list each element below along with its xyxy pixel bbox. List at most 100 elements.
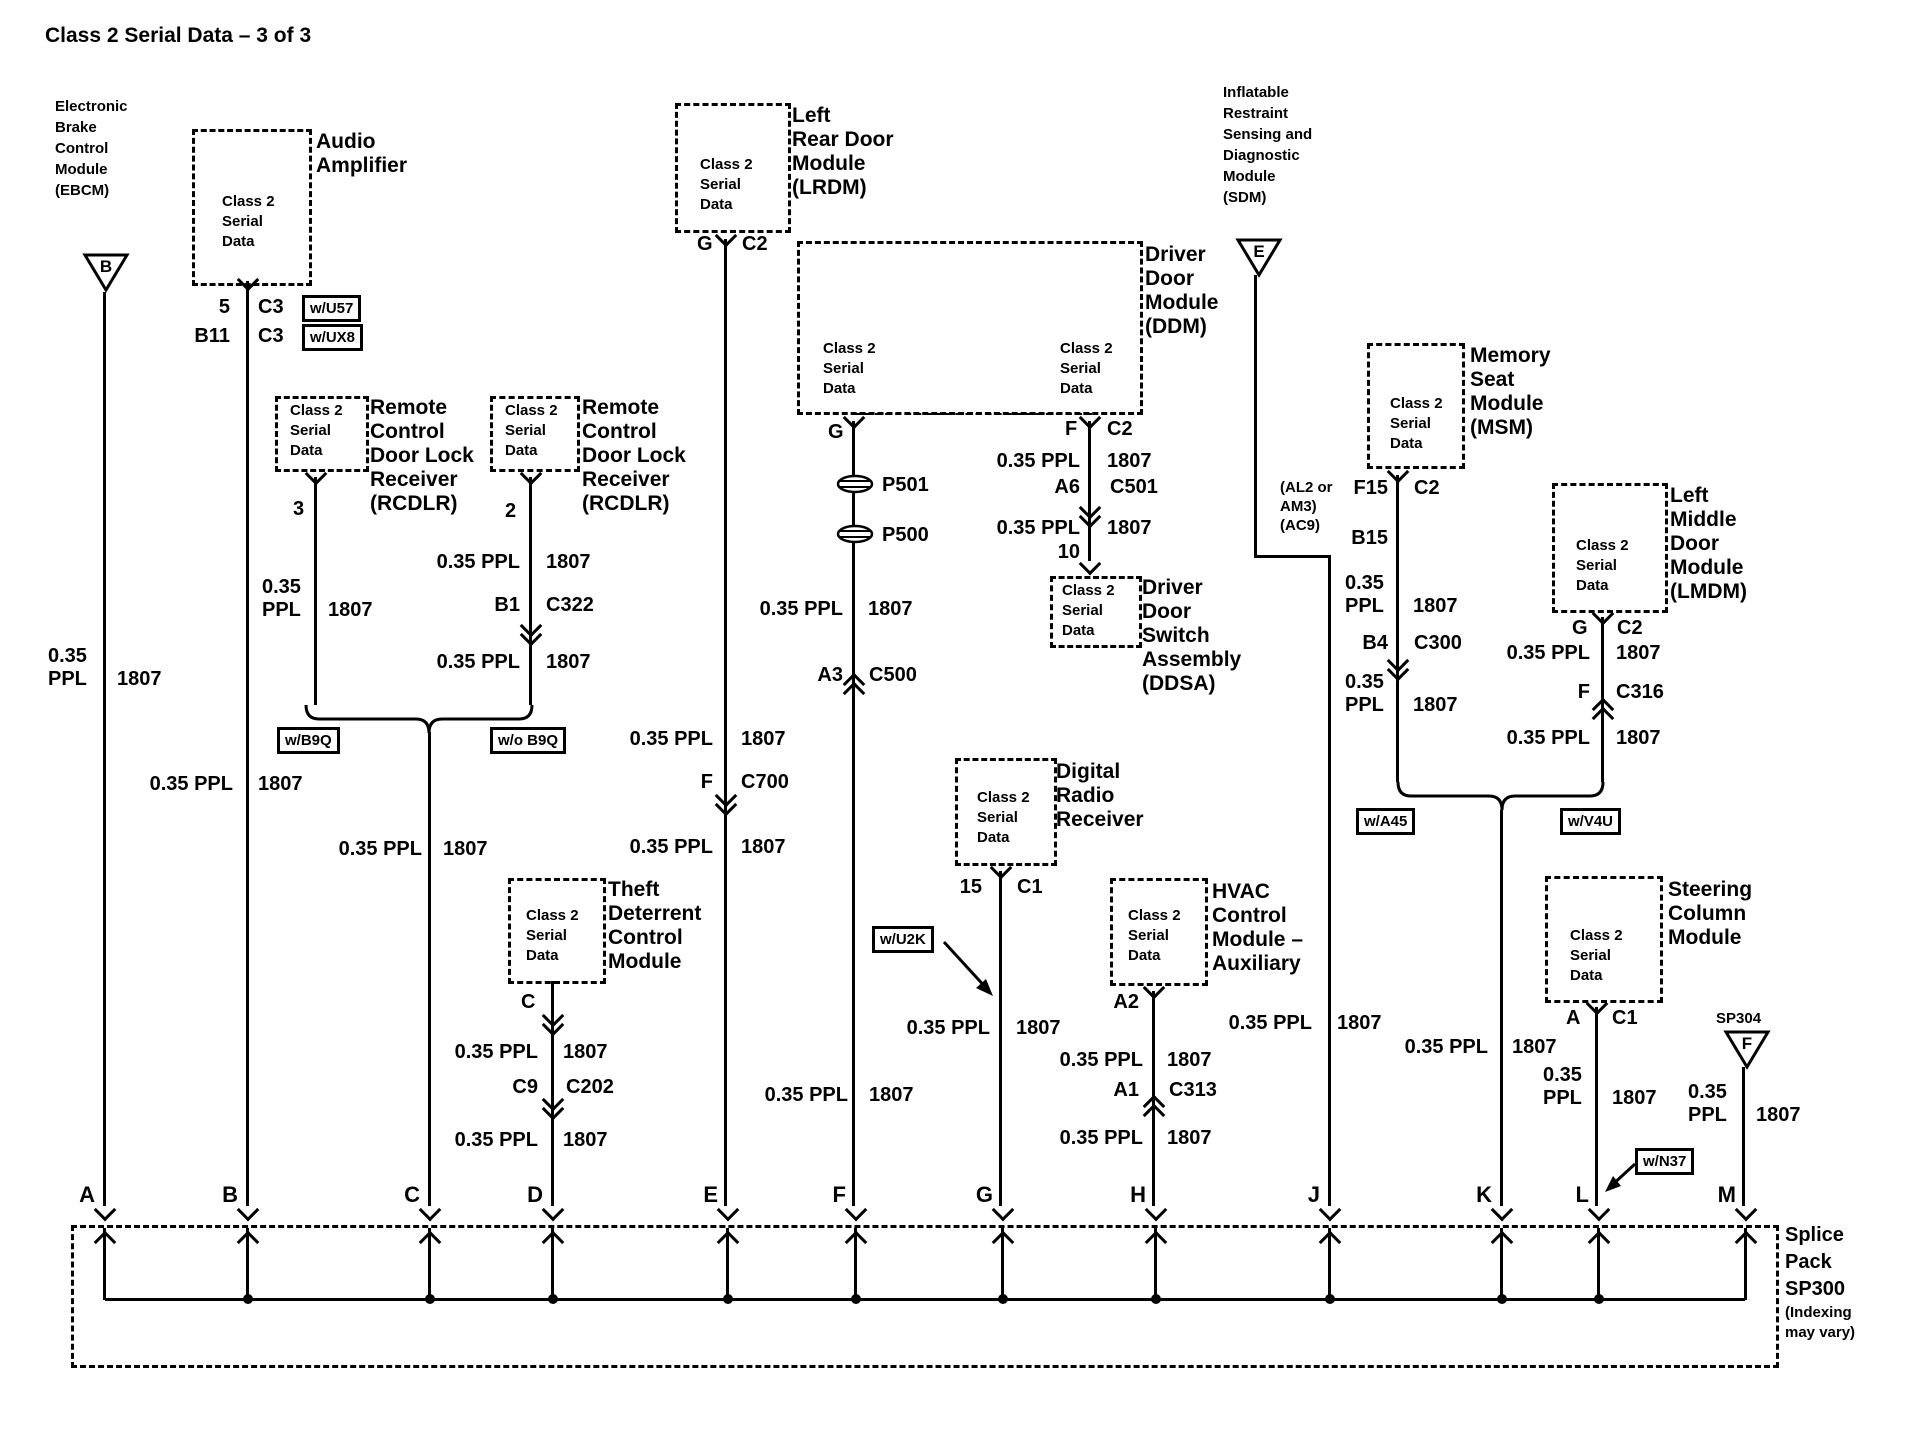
bus-junction-dot: [425, 1294, 435, 1304]
wire-h-label: 0.35 PPL: [1059, 1049, 1143, 1071]
u2k-arrow: [942, 940, 993, 996]
ddm-class2-right: Class 2 Serial Data: [1060, 340, 1113, 397]
wire-c-label: 0.35 PPL: [338, 838, 422, 860]
rcdlr2-wire-label2: 0.35 PPL: [436, 651, 520, 673]
lrdm-pin: G: [697, 233, 713, 255]
msm-circuit: 1807: [1413, 595, 1458, 617]
audio-amplifier-box: [192, 129, 312, 286]
msm-pin-conn: C2: [1414, 477, 1440, 499]
wire-e-circuit2: 1807: [741, 836, 786, 858]
msm-pin2: B15: [1351, 527, 1388, 549]
msm-box: [1367, 343, 1465, 469]
splice-pack-box: [71, 1225, 1779, 1368]
wire-l-circuit: 1807: [1612, 1087, 1657, 1109]
wire-a-size: 0.35: [48, 645, 87, 667]
bus-stub: [103, 1228, 106, 1300]
wire-g: [999, 871, 1002, 1206]
theft-box: [508, 878, 606, 984]
option-tag-ux8: w/UX8: [302, 324, 364, 351]
wire-f-label2: 0.35 PPL: [764, 1084, 848, 1106]
wire-c-circuit: 1807: [443, 838, 488, 860]
msm-pin: F15: [1353, 477, 1388, 499]
wire-h-circuit2: 1807: [1167, 1127, 1212, 1149]
bus-entry-connector: [1318, 1198, 1342, 1222]
grommet-p500-label: P500: [882, 524, 929, 546]
wire-ddm-ddsa: [1088, 421, 1091, 561]
sdm-triangle: E: [1235, 238, 1283, 278]
ddsa-wire-label2: 0.35 PPL: [996, 517, 1080, 539]
wire-l-size: 0.35: [1543, 1064, 1582, 1086]
drr-label: Digital Radio Receiver: [1056, 760, 1144, 831]
bus-entry-connector: [1734, 1198, 1758, 1222]
bus-stub: [1597, 1228, 1600, 1300]
wire-l: [1595, 1007, 1598, 1206]
bus-entry-connector: [991, 1198, 1015, 1222]
option-tag-b9q: w/B9Q: [277, 727, 340, 754]
bus-stub: [1328, 1228, 1331, 1300]
wire-m: [1742, 1067, 1745, 1206]
lrdm-box: [675, 103, 791, 233]
wire-a: [103, 292, 106, 1206]
msm-class2-label: Class 2 Serial Data: [1390, 395, 1443, 452]
bus-stub: [1500, 1228, 1503, 1300]
ddm-pin-left: G: [828, 421, 844, 443]
lmdm-conn-pin: F: [1577, 681, 1590, 703]
splice-pack-label: Splice Pack SP300: [1785, 1224, 1846, 1300]
bus-entry-connector: [844, 1198, 868, 1222]
wire-h-label2: 0.35 PPL: [1059, 1127, 1143, 1149]
lmdm-class2-label: Class 2 Serial Data: [1576, 537, 1629, 594]
wire-f-circuit: 1807: [868, 598, 913, 620]
rcdlr2-box: [490, 396, 580, 472]
page-title: Class 2 Serial Data – 3 of 3: [45, 24, 312, 47]
scm-box: [1545, 876, 1663, 1003]
bus-junction-dot: [998, 1294, 1008, 1304]
ddm-right-conn: C501: [1110, 476, 1158, 498]
ddm-pin-dashed-link: [855, 413, 1092, 415]
lmdm-wire-label: 0.35 PPL: [1506, 642, 1590, 664]
bus-stub: [1744, 1228, 1747, 1300]
ddm-class2-left: Class 2 Serial Data: [823, 340, 876, 397]
wire-d-label: 0.35 PPL: [454, 1041, 538, 1063]
audio-amplifier-label: Audio Amplifier: [316, 130, 408, 177]
bus-entry-connector: [1490, 1198, 1514, 1222]
msm-color: PPL: [1345, 595, 1384, 617]
option-tag-n37: w/N37: [1635, 1148, 1695, 1175]
lrdm-conn: C700: [741, 771, 789, 793]
drr-pin-conn: C1: [1017, 876, 1043, 898]
bus-junction-dot: [723, 1294, 733, 1304]
bus-stub: [1001, 1228, 1004, 1300]
wire-f: [852, 421, 855, 1206]
bus-letter: J: [1307, 1182, 1320, 1207]
scm-label: Steering Column Module: [1668, 878, 1753, 949]
wire-rcdlr2: [529, 477, 532, 705]
wire-k-label: 0.35 PPL: [1404, 1036, 1488, 1058]
audio-pin2-conn: C3: [258, 325, 284, 347]
lmdm-label: Left Middle Door Module (LMDM): [1670, 484, 1747, 603]
splice-bus-line: [105, 1298, 1745, 1301]
ddsa-pin: 10: [1057, 541, 1080, 563]
bus-stub: [246, 1228, 249, 1300]
bus-stub: [854, 1228, 857, 1300]
msm-size2: 0.35: [1345, 671, 1384, 693]
rcdlr1-size: 0.35: [262, 576, 301, 598]
hvac-conn-pin: A1: [1113, 1079, 1139, 1101]
rcdlr2-circuit: 1807: [546, 551, 591, 573]
ebcm-label: Electronic Brake Control Module (EBCM): [55, 98, 128, 199]
bus-letter: B: [222, 1182, 238, 1207]
bus-junction-dot: [1325, 1294, 1335, 1304]
ddsa-wire-label: 0.35 PPL: [996, 450, 1080, 472]
ddm-pin-right-conn: C2: [1107, 418, 1133, 440]
lmdm-wire-label2: 0.35 PPL: [1506, 727, 1590, 749]
bus-letter: K: [1476, 1182, 1492, 1207]
wire-j-upper: [1254, 275, 1257, 557]
msm-label: Memory Seat Module (MSM): [1470, 344, 1551, 439]
wire-j: [1328, 555, 1331, 1206]
bus-entry-connector: [93, 1198, 117, 1222]
wire-j-label: 0.35 PPL: [1228, 1012, 1312, 1034]
ebcm-triangle: B: [82, 253, 130, 293]
msm-circuit2: 1807: [1413, 694, 1458, 716]
wire-m-color: PPL: [1688, 1104, 1727, 1126]
ddm-right-conn-pin: A6: [1054, 476, 1080, 498]
bus-junction-dot: [548, 1294, 558, 1304]
